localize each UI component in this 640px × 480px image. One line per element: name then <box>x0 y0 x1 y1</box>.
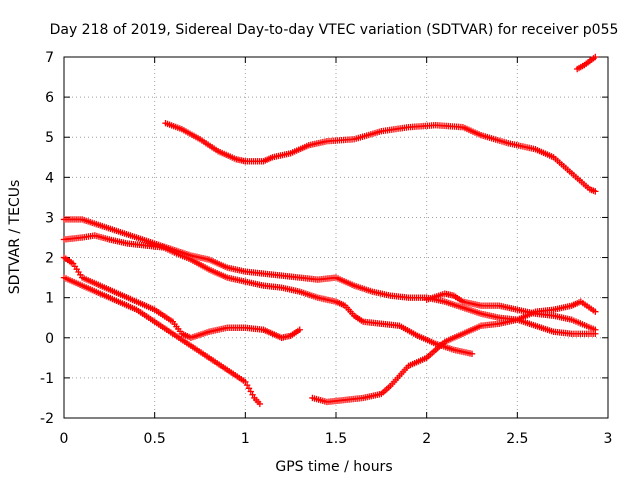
data-point <box>592 326 599 333</box>
data-point <box>247 388 254 395</box>
y-tick-label: 7 <box>45 50 54 66</box>
axis-ticks: 0 0.5 1 1.5 2 2.5 3 -2 -1 0 1 2 3 4 5 6 7 <box>40 50 612 447</box>
data-point <box>592 53 599 61</box>
y-tick-label: 3 <box>45 210 54 226</box>
series-track-h <box>423 290 599 333</box>
x-tick-label: 2.5 <box>506 431 528 447</box>
data-point <box>249 391 256 398</box>
data-points <box>60 53 599 408</box>
x-tick-label: 0.5 <box>144 431 166 447</box>
data-point <box>256 400 264 408</box>
data-point <box>243 381 251 389</box>
x-tick-label: 3 <box>604 431 613 447</box>
x-tick-label: 1 <box>241 431 250 447</box>
x-axis-label: GPS time / hours <box>275 459 392 475</box>
data-point <box>245 385 253 392</box>
series-track-e <box>60 254 303 341</box>
series-track-b <box>573 53 599 73</box>
data-point <box>592 308 599 315</box>
grid-lines <box>64 57 608 418</box>
data-point <box>592 188 599 195</box>
y-tick-label: 5 <box>45 130 54 146</box>
data-point <box>468 350 476 358</box>
series-track-a <box>162 119 599 195</box>
x-tick-label: 0 <box>60 431 69 447</box>
y-tick-label: 6 <box>45 90 54 106</box>
y-tick-label: -2 <box>40 411 54 427</box>
x-tick-label: 2 <box>422 431 431 447</box>
y-tick-label: 2 <box>45 251 54 267</box>
chart-title: Day 218 of 2019, Sidereal Day-to-day VTE… <box>50 22 619 38</box>
data-point <box>242 378 249 386</box>
y-axis-label: SDTVAR / TECUs <box>7 180 23 295</box>
series-track-f <box>60 274 264 408</box>
data-point <box>296 326 303 333</box>
x-tick-label: 1.5 <box>325 431 347 447</box>
series-track-d <box>60 232 476 358</box>
y-tick-label: 4 <box>45 170 54 186</box>
y-tick-label: -1 <box>40 371 54 387</box>
y-tick-label: 0 <box>45 331 54 347</box>
y-tick-label: 1 <box>45 291 54 307</box>
